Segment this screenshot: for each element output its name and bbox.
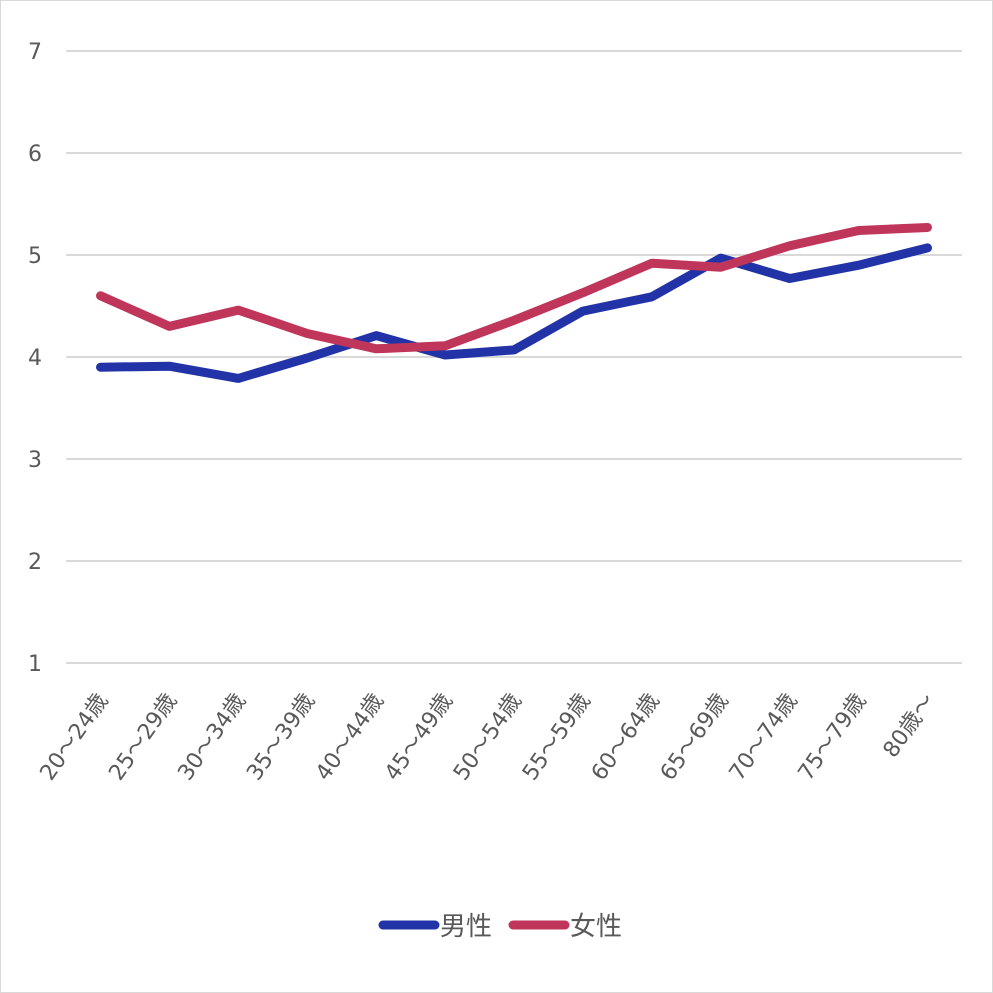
y-tick-label: 6 <box>28 142 42 167</box>
y-tick-label: 7 <box>28 40 42 65</box>
x-tick-label: 30～34歳 <box>173 689 251 785</box>
x-tick-label: 40～44歳 <box>311 689 389 785</box>
x-tick-label: 50～54歳 <box>449 689 527 785</box>
legend: 男性 女性 <box>378 912 622 942</box>
x-axis-ticks: 20～24歳25～29歳30～34歳35～39歳40～44歳45～49歳50～5… <box>36 689 941 785</box>
x-tick-label: 55～59歳 <box>518 689 596 785</box>
y-axis-ticks: 1 2 3 4 5 6 7 <box>28 40 42 677</box>
gridlines <box>66 50 962 664</box>
x-tick-label: 60～64歳 <box>587 689 665 785</box>
y-tick-label: 1 <box>28 652 42 677</box>
series-line-2 <box>96 223 932 354</box>
y-tick-label: 5 <box>28 244 42 269</box>
x-tick-label: 35～39歳 <box>242 689 320 785</box>
x-tick-label: 20～24歳 <box>36 689 114 785</box>
x-tick-label: 65～69歳 <box>656 689 734 785</box>
y-tick-label: 3 <box>28 448 42 473</box>
x-tick-label: 80歳～ <box>879 689 941 762</box>
y-tick-label: 2 <box>28 550 42 575</box>
x-tick-label: 45～49歳 <box>380 689 458 785</box>
series-lines <box>96 223 932 383</box>
x-tick-label: 25～29歳 <box>104 689 182 785</box>
legend-label: 女性 <box>570 912 622 942</box>
series-line-1 <box>96 243 932 383</box>
x-tick-label: 70～74歳 <box>725 689 803 785</box>
y-tick-label: 4 <box>28 346 42 371</box>
legend-label: 男性 <box>440 912 492 942</box>
x-tick-label: 75～79歳 <box>794 689 872 785</box>
